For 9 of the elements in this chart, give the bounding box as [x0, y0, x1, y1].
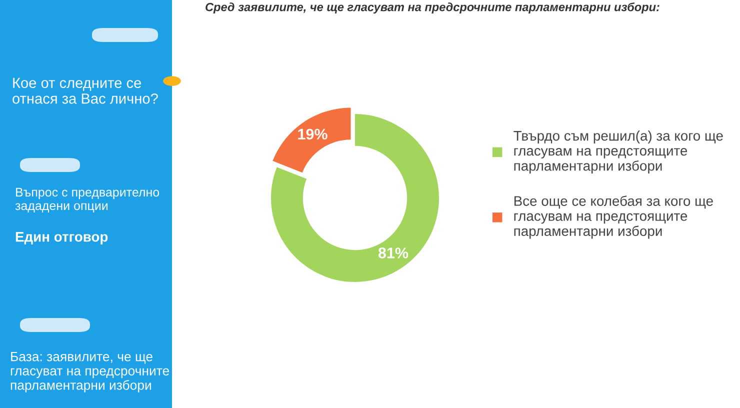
data-label: 81%	[378, 248, 408, 258]
chart-title: Сред заявилите, че ще гласуват на предсрочните парламентарни избори:	[206, 2, 660, 14]
legend-label: Все още се колебая за кого ще гласувам на предстоящите парламентарни избори	[514, 196, 713, 239]
data-label: 19%	[298, 128, 328, 140]
legend-label: Твърдо съм решил(а) за кого ще гласувам на предстоящите парламентарни избори	[514, 130, 723, 174]
text: Въпрос с предварително зададени опции	[15, 188, 160, 212]
text: Кое от следните се отнася за Вас лично?	[12, 78, 158, 104]
text: Един отговор	[16, 232, 108, 244]
text: База: заявилите, че ще гласуват на предсрочните парламентарни избори	[10, 352, 170, 392]
